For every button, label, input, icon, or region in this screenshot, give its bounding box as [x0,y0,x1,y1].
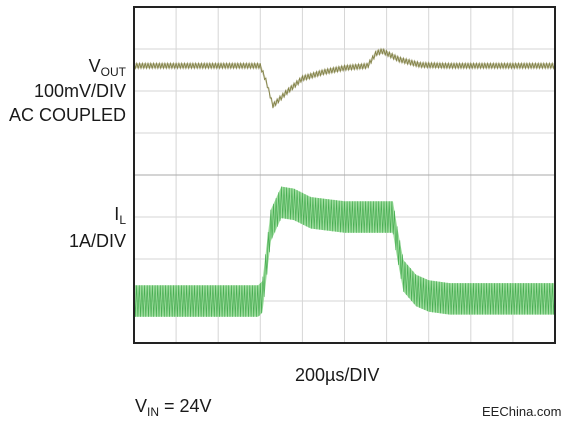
vin-subscript: IN [147,405,160,419]
vin-value: = 24V [159,396,212,416]
vout-ripple [133,47,556,109]
vout-subscript: OUT [100,65,126,79]
vout-coupling-label: AC COUPLED [8,105,126,125]
time-scale-label: 200µs/DIV [295,365,380,385]
watermark-text: EEChina.com [482,404,562,419]
vout-trace [133,47,556,109]
il-subscript: L [119,213,126,227]
vout-symbol: V [88,56,101,76]
plot-frame [133,6,556,344]
vout-envelope [134,48,555,109]
vin-label: VIN = 24V [135,397,212,418]
grid [134,7,555,343]
il-scale-label: 1A/DIV [68,231,126,251]
vin-symbol: V [135,396,148,416]
il-symbol: I [114,204,120,224]
il-trace [133,186,556,317]
il-ripple [133,186,556,317]
il-label: IL [0,205,126,226]
vout-label: VOUT [0,57,126,78]
vout-scale-label: 100mV/DIV [33,81,126,101]
